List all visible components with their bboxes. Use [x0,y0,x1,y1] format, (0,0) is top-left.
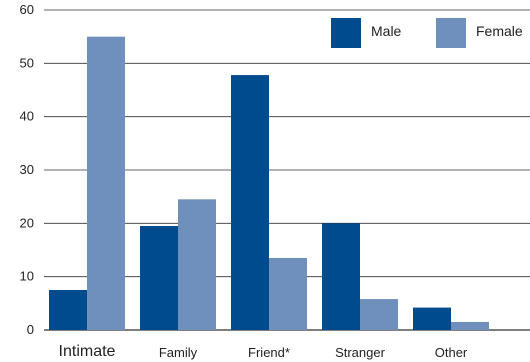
legend-swatch-female [436,18,466,48]
bar-female-3 [360,299,398,330]
bar-female-2 [269,258,307,330]
category-label: Stranger [335,345,386,360]
bar-male-3 [322,223,360,330]
legend-label-male: Male [371,23,402,39]
category-label: Family [159,345,198,360]
y-tick-label: 20 [20,215,34,230]
bar-female-4 [451,322,489,330]
y-tick-label: 0 [27,322,34,337]
y-tick-label: 50 [20,55,34,70]
legend: Male Female [331,18,523,48]
bar-female-0 [87,36,125,331]
legend-swatch-male [331,18,361,48]
y-tick-label: 60 [20,2,34,17]
category-label: Intimate [59,343,116,360]
y-tick-label: 10 [20,269,34,284]
category-label: Other [435,345,468,360]
bar-male-2 [231,75,269,330]
y-tick-label: 40 [20,109,34,124]
bars [49,36,489,331]
x-axis-category-labels: Intimate Family Friend* Stranger Other [59,343,468,360]
bar-male-1 [140,226,178,330]
y-tick-label: 30 [20,162,34,177]
category-label: Friend* [248,345,290,360]
bar-male-4 [413,307,451,330]
y-axis-tick-labels: 0 10 20 30 40 50 60 [20,2,34,337]
bar-male-0 [49,290,87,330]
bar-female-1 [178,199,216,330]
legend-label-female: Female [476,23,523,39]
